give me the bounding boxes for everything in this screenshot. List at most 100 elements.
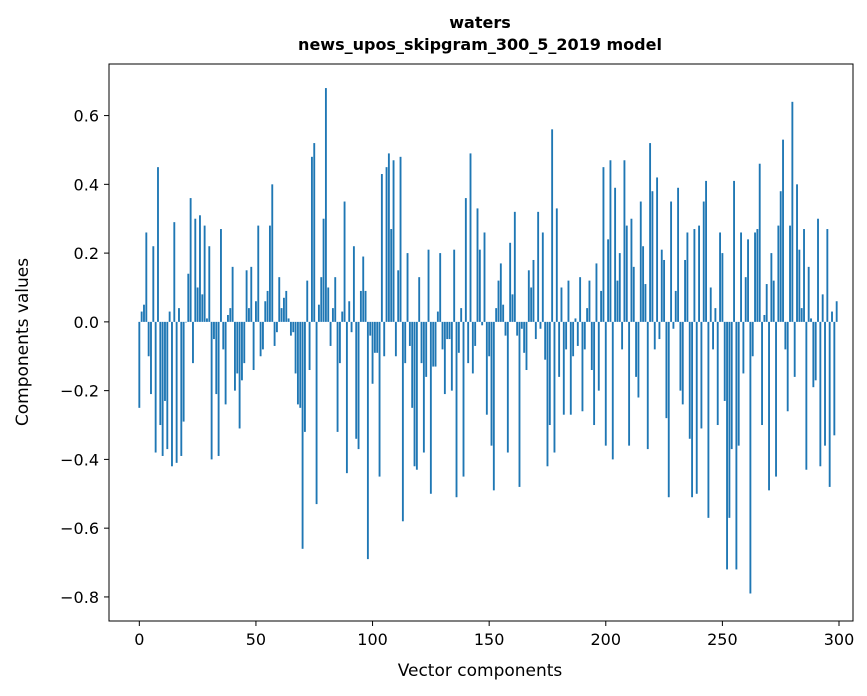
bar-177 — [551, 129, 554, 322]
bar-130 — [441, 321, 444, 350]
bar-101 — [373, 321, 376, 353]
bar-270 — [768, 321, 770, 491]
bar-260 — [744, 277, 747, 322]
bar-69 — [299, 321, 302, 408]
bar-41 — [234, 321, 236, 391]
y-tick-label-0: −0.8 — [60, 588, 99, 607]
bar-167 — [527, 270, 530, 322]
bar-188 — [576, 321, 579, 346]
bar-63 — [285, 290, 288, 322]
bar-108 — [390, 229, 393, 322]
bar-145 — [476, 208, 479, 322]
x-tick-label-250: 250 — [707, 630, 738, 649]
bar-219 — [649, 143, 652, 322]
bar-49 — [252, 321, 255, 371]
bar-44 — [241, 321, 243, 381]
bar-274 — [777, 225, 780, 322]
bar-59 — [275, 321, 278, 333]
bar-239 — [695, 321, 698, 494]
bar-175 — [546, 321, 549, 467]
bar-111 — [397, 270, 400, 322]
bar-16 — [175, 321, 178, 463]
bar-154 — [497, 280, 500, 322]
bar-3 — [145, 232, 148, 322]
bar-33 — [215, 321, 218, 395]
bar-285 — [803, 229, 805, 322]
bar-57 — [271, 184, 274, 322]
bar-153 — [495, 308, 498, 322]
bar-55 — [266, 290, 269, 322]
bar-72 — [306, 280, 309, 322]
bar-252 — [726, 321, 728, 570]
bar-272 — [772, 280, 775, 322]
bar-269 — [765, 284, 768, 322]
bar-277 — [784, 321, 787, 350]
bar-150 — [488, 321, 491, 357]
bar-66 — [292, 321, 295, 333]
bar-267 — [761, 321, 763, 426]
bar-126 — [432, 321, 435, 367]
bar-284 — [800, 308, 803, 322]
bar-18 — [180, 321, 183, 456]
bar-83 — [331, 308, 334, 322]
bar-163 — [518, 321, 521, 487]
bar-289 — [812, 321, 815, 388]
x-tick-label-100: 100 — [357, 630, 388, 649]
bar-92 — [352, 246, 355, 322]
bar-36 — [222, 321, 225, 350]
bar-200 — [604, 321, 607, 446]
bar-50 — [255, 301, 257, 322]
bar-20 — [185, 321, 187, 323]
bar-287 — [807, 266, 810, 322]
bar-262 — [749, 321, 752, 594]
bar-40 — [231, 266, 234, 322]
chart-subtitle: news_upos_skipgram_300_5_2019 model — [298, 35, 662, 54]
bar-282 — [796, 184, 798, 322]
bar-77 — [317, 304, 320, 322]
bar-251 — [723, 321, 726, 401]
bar-212 — [632, 266, 635, 322]
bar-135 — [453, 249, 456, 322]
bar-64 — [287, 318, 290, 322]
bar-90 — [348, 301, 351, 322]
bar-156 — [502, 304, 505, 322]
bar-183 — [565, 321, 568, 350]
bar-279 — [789, 225, 791, 322]
bar-139 — [462, 321, 465, 477]
bar-65 — [289, 321, 292, 336]
bar-140 — [464, 198, 467, 322]
bar-138 — [460, 308, 463, 322]
bar-296 — [828, 321, 831, 487]
bar-132 — [446, 321, 449, 340]
bar-134 — [450, 321, 453, 391]
bar-215 — [639, 201, 642, 322]
plot-frame — [108, 63, 854, 622]
bar-261 — [747, 239, 749, 322]
bar-221 — [653, 321, 656, 350]
bar-250 — [721, 253, 724, 322]
bar-278 — [786, 321, 789, 412]
bar-102 — [376, 321, 379, 353]
bar-157 — [504, 321, 507, 336]
bar-4 — [147, 321, 150, 357]
bar-233 — [681, 321, 684, 405]
bar-75 — [313, 143, 316, 322]
x-axis-label: Vector components — [398, 661, 563, 681]
chart-title: waters — [449, 13, 511, 32]
bar-210 — [628, 321, 631, 446]
bar-68 — [296, 321, 299, 405]
bar-266 — [758, 163, 761, 322]
bar-142 — [469, 153, 472, 322]
y-tick-label-1: −0.6 — [60, 519, 99, 538]
bar-197 — [597, 321, 600, 391]
bar-2 — [143, 304, 145, 322]
bar-205 — [616, 280, 619, 322]
bar-112 — [399, 156, 402, 322]
bar-23 — [192, 321, 194, 364]
bar-162 — [516, 321, 519, 336]
bar-170 — [534, 321, 537, 340]
bar-93 — [355, 321, 358, 439]
bar-226 — [665, 321, 668, 419]
bar-137 — [457, 321, 460, 353]
bar-91 — [350, 321, 353, 333]
